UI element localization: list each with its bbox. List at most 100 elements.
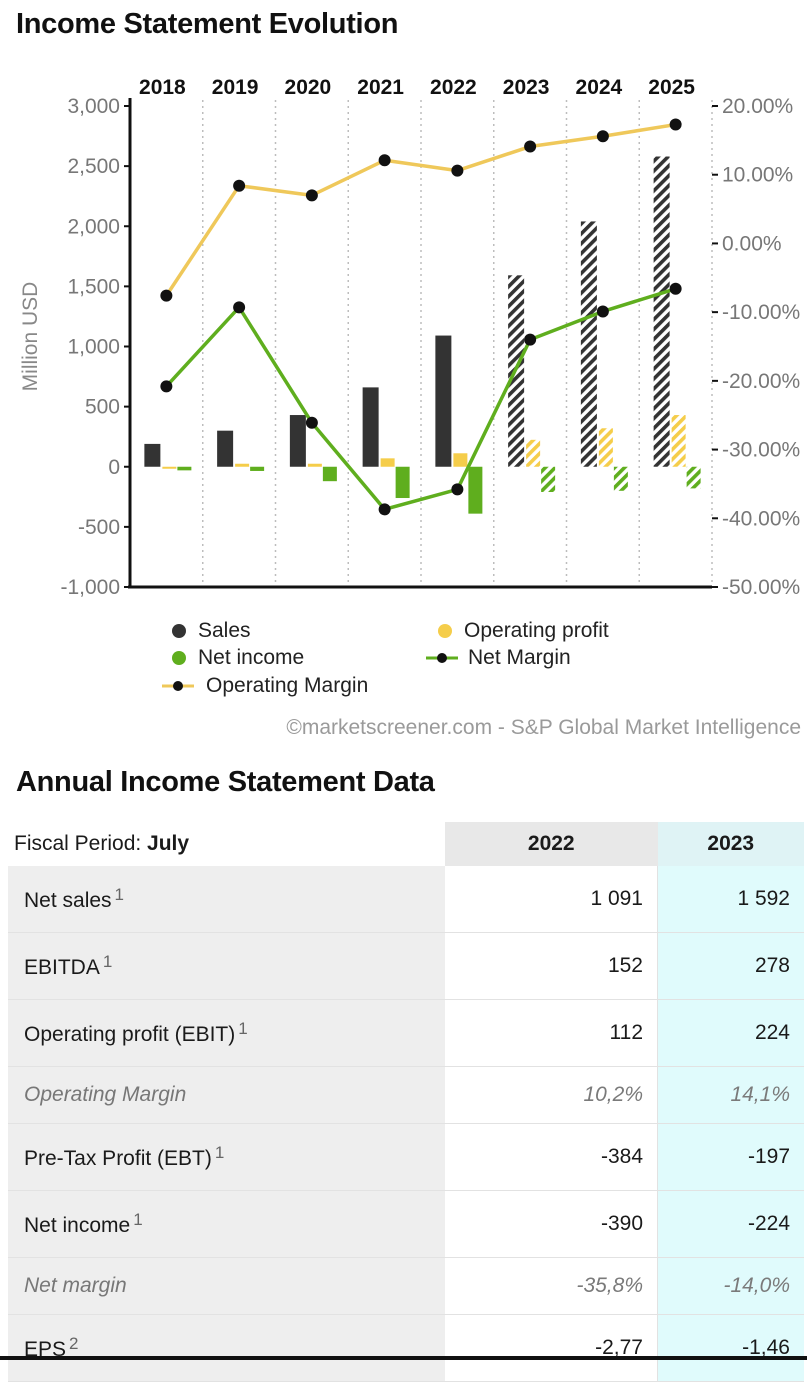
operating-margin-line: [164, 122, 676, 297]
operating-margin-legend-icon: [162, 681, 194, 691]
value-2022: 152: [445, 932, 658, 1000]
row-label-cell: Net sales 1: [8, 866, 445, 933]
row-label-cell: Net income 1: [8, 1190, 445, 1258]
row-footnote: 1: [133, 1210, 143, 1229]
net-income-bar: [177, 466, 192, 471]
sales-bar: [217, 430, 234, 467]
row-label-cell: Pre-Tax Profit (EBT) 1: [8, 1123, 445, 1191]
value-2023: 224: [657, 999, 804, 1067]
sales-bar: [144, 443, 161, 467]
row-label: Net sales: [24, 889, 112, 912]
source-credit: ©marketscreener.com - S&P Global Market …: [286, 716, 801, 739]
row-footnote: 1: [214, 1143, 225, 1162]
value-2023: -197: [657, 1123, 804, 1191]
table-title: Annual Income Statement Data: [16, 766, 435, 798]
y-axis-title: Million USD: [19, 282, 42, 392]
table-row: Operating profit (EBIT) 1 112 224: [8, 999, 804, 1067]
sales-bar: [580, 221, 597, 467]
y-tick-label: 0: [108, 456, 120, 479]
sales-bar: [653, 156, 670, 467]
x-category-label: 2021: [357, 76, 404, 99]
net-income-bar: [468, 466, 483, 514]
y2-tick-label: -20.00%: [722, 370, 800, 393]
fiscal-period-label: Fiscal Period:: [14, 832, 148, 855]
operating-margin-point: [378, 154, 391, 167]
row-footnote: 2: [69, 1334, 79, 1353]
y2-tick-label: -40.00%: [722, 507, 800, 530]
row-label: Pre-Tax Profit (EBT): [24, 1147, 212, 1170]
legend-label: Operating Margin: [206, 674, 369, 697]
operating-profit-bar: [235, 463, 250, 467]
row-label: EPS: [24, 1338, 67, 1361]
table-row: Operating Margin 10,2% 14,1%: [8, 1066, 804, 1124]
row-label: EBITDA: [24, 956, 100, 979]
x-category-label: 2022: [430, 76, 477, 99]
row-footnote: 1: [114, 885, 125, 904]
legend-label: Net income: [198, 646, 305, 669]
net-margin-point: [160, 380, 173, 393]
legend-operating-margin[interactable]: Operating Margin: [162, 674, 368, 698]
value-2023: -224: [657, 1190, 804, 1258]
operating-margin-point: [596, 130, 609, 143]
value-2022: -384: [445, 1123, 658, 1191]
net-margin-point: [233, 301, 246, 314]
row-label: Net income: [24, 1214, 131, 1237]
legend-net-margin[interactable]: Net Margin: [426, 646, 571, 670]
net-income-legend-dot: [172, 651, 186, 665]
value-2022: 112: [445, 999, 658, 1067]
row-label: Operating profit (EBIT): [24, 1023, 236, 1046]
y-tick-label: -1,000: [60, 576, 120, 599]
row-label-cell: Net margin: [8, 1257, 445, 1315]
row-label: Net margin: [24, 1274, 127, 1297]
table-row: EBITDA 1 152 278: [8, 932, 804, 1000]
x-category-label: 2020: [285, 76, 332, 99]
y-tick-label: -500: [78, 516, 120, 539]
legend-operating-profit[interactable]: Operating profit: [438, 619, 609, 643]
x-category-label: 2025: [648, 76, 695, 99]
value-2023: 1 592: [657, 866, 804, 933]
row-label-cell: Operating Margin: [8, 1066, 445, 1124]
net-margin-point: [305, 416, 318, 429]
y-tick-label: 3,000: [67, 95, 120, 118]
operating-profit-bar: [598, 428, 613, 467]
y2-tick-label: -30.00%: [722, 439, 800, 462]
net-margin-point: [669, 282, 682, 295]
income-chart: 3,000 2,500 2,000 1,500 1,000 500 0 -500 -1,000 2…: [19, 76, 800, 599]
fiscal-period-value: July: [147, 832, 190, 855]
operating-profit-bar: [162, 466, 177, 469]
operating-profit-bar: [526, 439, 541, 467]
income-table: Fiscal Period: July 2022 2023 Net sales 1…: [8, 822, 804, 1382]
net-margin-point: [451, 483, 464, 496]
sales-bar: [289, 415, 306, 467]
sales-bar: [362, 387, 379, 467]
net-margin-point: [524, 333, 537, 346]
net-margin-line: [165, 287, 677, 512]
year-header-2023[interactable]: 2023: [657, 822, 804, 866]
y-tick-label: 2,000: [67, 215, 120, 238]
value-2023: -14,0%: [657, 1257, 804, 1315]
value-2022: 1 091: [445, 866, 658, 933]
value-2022: -35,8%: [445, 1257, 658, 1315]
year-header-2022[interactable]: 2022: [445, 822, 658, 866]
net-margin-legend-icon: [426, 653, 458, 663]
operating-margin-point: [524, 140, 537, 153]
y-tick-label: 1,000: [67, 336, 120, 359]
fiscal-period-header: Fiscal Period: July: [8, 822, 445, 866]
table-row: EPS 2 -2,77 -1,46: [8, 1314, 804, 1382]
net-income-bar: [322, 466, 337, 482]
legend-sales[interactable]: Sales: [172, 619, 251, 643]
operating-margin-point: [305, 189, 318, 202]
y-tick-label: 2,500: [67, 155, 120, 178]
operating-margin-point: [669, 118, 682, 131]
table-row: Pre-Tax Profit (EBT) 1 -384 -197: [8, 1123, 804, 1191]
legend-net-income[interactable]: Net income: [172, 646, 304, 670]
table-row: Net sales 1 1 091 1 592: [8, 866, 804, 933]
operating-profit-legend-dot: [438, 624, 452, 638]
operating-profit-bar: [671, 415, 686, 467]
operating-margin-point: [160, 289, 173, 302]
y-tick-label: 500: [85, 396, 120, 419]
row-label-cell: EBITDA 1: [8, 932, 445, 1000]
y-tick-label: 1,500: [67, 275, 120, 298]
legend-label: Operating profit: [464, 619, 609, 642]
value-2023: -1,46: [657, 1314, 804, 1382]
